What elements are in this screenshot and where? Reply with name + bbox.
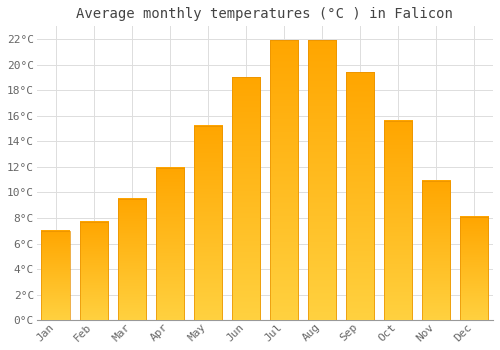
- Bar: [118, 199, 146, 320]
- Bar: [232, 77, 260, 320]
- Bar: [270, 40, 298, 320]
- Bar: [80, 222, 108, 320]
- Bar: [346, 72, 374, 320]
- Bar: [308, 40, 336, 320]
- Bar: [194, 126, 222, 320]
- Title: Average monthly temperatures (°C ) in Falicon: Average monthly temperatures (°C ) in Fa…: [76, 7, 454, 21]
- Bar: [156, 168, 184, 320]
- Bar: [42, 231, 70, 320]
- Bar: [422, 181, 450, 320]
- Bar: [460, 217, 488, 320]
- Bar: [384, 121, 412, 320]
